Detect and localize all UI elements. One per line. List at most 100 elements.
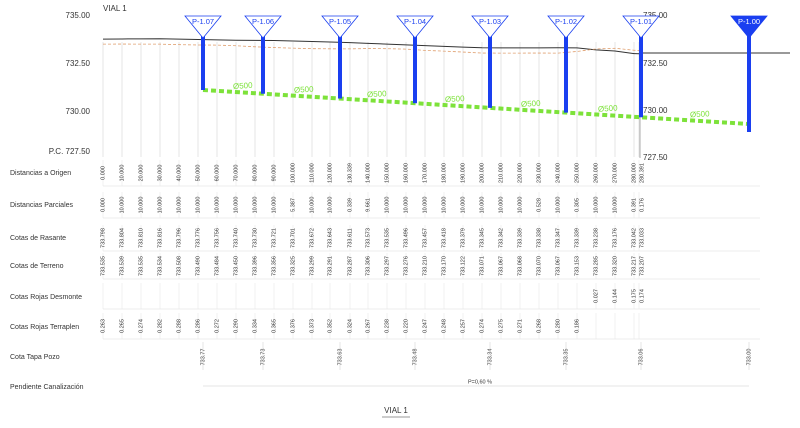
cell-value: 10.000 — [517, 197, 523, 214]
cell-value: 733.067 — [555, 256, 561, 276]
cell-value: 733.291 — [327, 256, 333, 276]
cell-value: 733.379 — [460, 228, 466, 248]
cell-value: 10.000 — [327, 197, 333, 214]
cell-value: 50.000 — [195, 165, 201, 182]
cell-value: 733.490 — [195, 256, 201, 276]
cell-value: 10.000 — [479, 197, 485, 214]
left-elev-label: 735.00 — [66, 11, 91, 20]
cell-value: 0.282 — [157, 319, 163, 333]
cell-value: 10.000 — [119, 165, 125, 182]
cell-value: 733.342 — [498, 228, 504, 248]
row-label: Distancias Parciales — [10, 202, 74, 209]
cell-value: 733.033 — [639, 228, 645, 248]
manhole-shaft — [488, 36, 492, 108]
cell-value: 733.508 — [176, 256, 182, 276]
cell-value: 10.000 — [119, 197, 125, 214]
cell-value: 40.000 — [176, 165, 182, 182]
cell-value: 70.000 — [233, 165, 239, 182]
cell-value: 733.701 — [290, 228, 296, 248]
cell-value: 733.068 — [517, 256, 523, 276]
manhole-shaft — [338, 36, 342, 99]
cell-value: 110.000 — [309, 163, 315, 182]
cell-value: 260.000 — [593, 163, 599, 183]
cell-value: 130.339 — [347, 163, 353, 183]
pipe-label: Ø500 — [294, 85, 315, 95]
cell-value: 733.122 — [460, 256, 466, 276]
cell-value: 230.000 — [536, 163, 542, 183]
tapa-value: 733.77 — [200, 349, 206, 366]
cell-value: 10.000 — [403, 197, 409, 214]
cell-value: 733.776 — [195, 228, 201, 248]
cell-value: 0.247 — [422, 319, 428, 333]
cell-value: 733.534 — [157, 256, 163, 276]
cell-value: 733.071 — [479, 256, 485, 276]
row-label: Pendiente Canalización — [10, 384, 84, 391]
cell-value: 0.376 — [290, 319, 296, 333]
cell-value: 200.000 — [479, 163, 485, 183]
cell-value: 10.000 — [138, 197, 144, 214]
cell-value: 0.275 — [498, 319, 504, 333]
cell-value: 9.661 — [365, 198, 371, 212]
cell-value: 733.810 — [138, 228, 144, 248]
pendiente-value: P=0,60 % — [468, 379, 492, 385]
tapa-value: 733.00 — [746, 349, 752, 366]
pipe-label: Ø500 — [598, 103, 619, 113]
title: VIAL 1 — [103, 4, 127, 13]
cell-value: 733.496 — [403, 228, 409, 248]
cell-value: 0.144 — [612, 289, 618, 303]
cell-value: 733.672 — [309, 228, 315, 248]
cell-value: 733.356 — [271, 256, 277, 276]
manhole-marker — [321, 15, 359, 39]
cell-value: 733.721 — [271, 228, 277, 248]
cell-value: 0.263 — [100, 319, 106, 333]
cell-value: 90.000 — [271, 165, 277, 182]
pipe-label: Ø500 — [521, 99, 542, 109]
left-elev-label: 730.00 — [66, 107, 91, 116]
cell-value: 10.000 — [422, 197, 428, 214]
cell-value: 0.373 — [309, 319, 315, 333]
row-label: Distancias a Origen — [10, 170, 71, 177]
row-label: Cota Tapa Pozo — [10, 354, 60, 361]
manhole-name: P-1.00 — [738, 17, 760, 26]
cell-value: 10.000 — [233, 197, 239, 214]
cell-value: 733.798 — [100, 228, 106, 248]
manhole-name: P-1.02 — [555, 17, 577, 26]
cell-value: 60.000 — [214, 165, 220, 182]
cell-value: 10.000 — [195, 197, 201, 214]
cell-value: 0.274 — [138, 319, 144, 333]
cell-value: 10.000 — [384, 197, 390, 214]
cell-value: 0.305 — [574, 198, 580, 212]
cell-value: 733.297 — [384, 256, 390, 276]
cell-value: 0.352 — [327, 319, 333, 333]
cell-value: 0.265 — [119, 319, 125, 333]
cell-value: 733.067 — [498, 256, 504, 276]
cell-value: 733.338 — [536, 228, 542, 248]
pipe-label: Ø500 — [690, 109, 711, 119]
cell-value: 20.000 — [138, 165, 144, 182]
manhole-shaft — [261, 36, 265, 94]
cell-value: 733.396 — [252, 256, 258, 276]
cell-value: 0.238 — [384, 319, 390, 333]
cell-value: 0.248 — [441, 319, 447, 333]
cell-value: 5.387 — [290, 198, 296, 212]
cell-value: 10.000 — [214, 197, 220, 214]
tapa-value: 733.63 — [337, 349, 343, 366]
row-label: Cotas Rojas Desmonte — [10, 294, 82, 301]
cell-value: 220.000 — [517, 163, 523, 183]
terreno-line — [102, 43, 640, 54]
cell-value: 733.325 — [290, 256, 296, 276]
cell-value: 270.000 — [612, 163, 618, 183]
manhole-shaft — [747, 36, 751, 132]
cell-value: 10.000 — [460, 197, 466, 214]
manhole-marker — [396, 15, 434, 39]
cell-value: 150.000 — [384, 163, 390, 183]
tapa-value: 733.48 — [412, 349, 418, 366]
cell-value: 190.000 — [460, 163, 466, 183]
cell-value: 0.339 — [347, 198, 353, 212]
cell-value: 100.000 — [290, 163, 296, 183]
cell-value: 733.176 — [612, 228, 618, 248]
cell-value: 733.210 — [422, 256, 428, 276]
cell-value: 733.418 — [441, 228, 447, 248]
cell-value: 160.000 — [403, 163, 409, 183]
cell-value: 733.153 — [574, 256, 580, 276]
